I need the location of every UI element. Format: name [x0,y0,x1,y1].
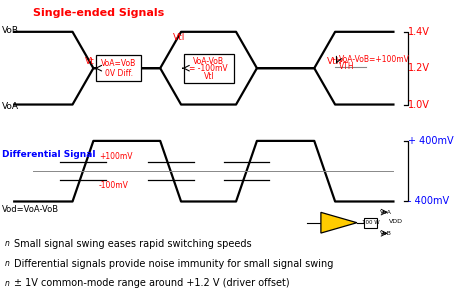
Text: VoA=VoB: VoA=VoB [101,59,137,68]
Text: + 400mV: + 400mV [408,136,453,146]
Text: Differential Signal: Differential Signal [2,150,96,159]
Text: +100mV: +100mV [99,152,133,161]
Text: n: n [5,239,9,248]
FancyBboxPatch shape [96,55,141,81]
Text: 100 W: 100 W [362,220,380,225]
Text: Vod=VoA-VoB: Vod=VoA-VoB [2,205,60,214]
Text: VoA-VoB: VoA-VoB [193,57,224,66]
Text: VDD: VDD [389,219,403,224]
Text: n: n [5,259,9,268]
Polygon shape [321,212,357,233]
Text: Vth: Vth [327,57,343,66]
Text: VoB: VoB [380,231,392,236]
Text: -100mV: -100mV [99,181,129,191]
Text: 0V Diff.: 0V Diff. [105,69,133,78]
Text: Single-ended Signals: Single-ended Signals [33,8,164,18]
Text: 1.2V: 1.2V [408,63,429,73]
Text: Small signal swing eases rapid switching speeds: Small signal swing eases rapid switching… [14,239,252,249]
Text: 1.0V: 1.0V [408,99,429,110]
Text: ± 1V common-mode range around +1.2 V (driver offset): ± 1V common-mode range around +1.2 V (dr… [14,278,290,288]
Text: VTH: VTH [339,62,355,71]
FancyBboxPatch shape [364,218,377,228]
Text: = -100mV: = -100mV [190,64,228,73]
Text: VoA-VoB=+100mV: VoA-VoB=+100mV [339,55,410,64]
Text: VoB: VoB [2,26,19,35]
Text: Vt: Vt [85,57,95,66]
Text: Vtl: Vtl [173,33,185,42]
Text: Vtl: Vtl [203,72,214,81]
FancyBboxPatch shape [184,54,234,82]
Text: VoA: VoA [2,102,19,111]
Text: 1.4V: 1.4V [408,27,429,37]
Text: VoA: VoA [380,210,392,215]
Text: Differential signals provide noise immunity for small signal swing: Differential signals provide noise immun… [14,258,334,269]
Text: - 400mV: - 400mV [408,196,449,207]
Text: n: n [5,279,9,288]
